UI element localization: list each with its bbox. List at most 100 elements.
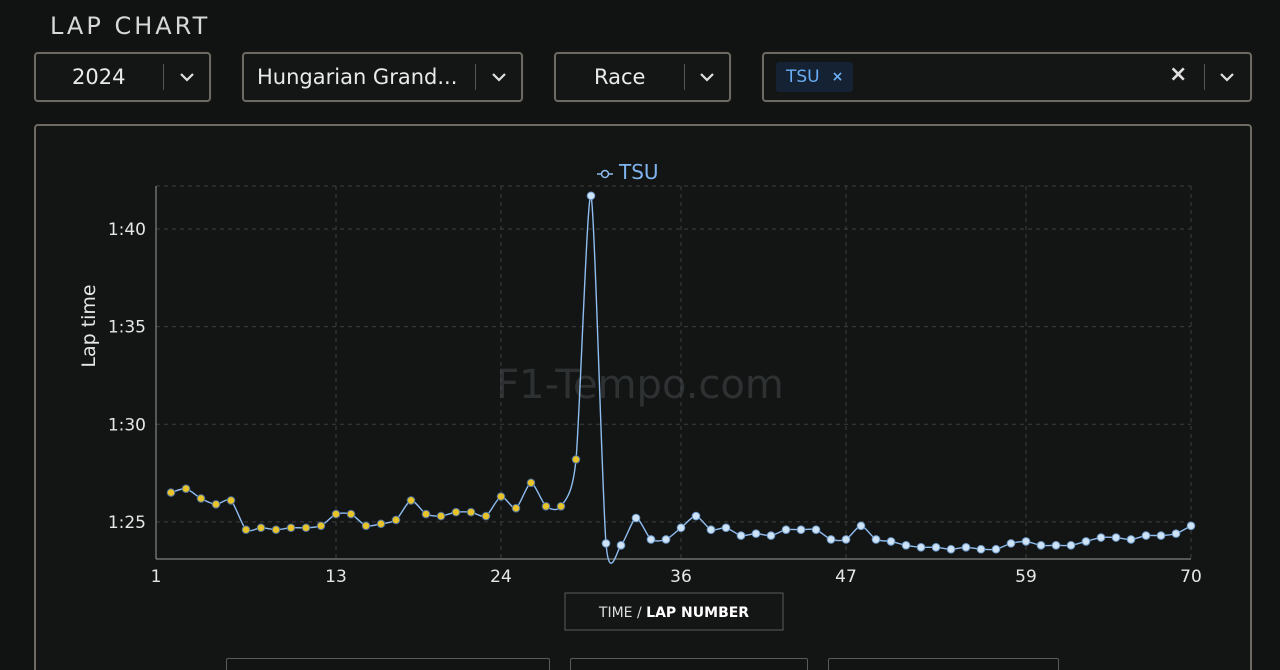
data-point[interactable] xyxy=(376,519,386,529)
data-point[interactable] xyxy=(886,537,896,546)
y-tick-label: 1:25 xyxy=(108,513,146,533)
data-point[interactable] xyxy=(1081,537,1091,546)
data-point[interactable] xyxy=(586,191,596,201)
data-point[interactable] xyxy=(811,525,821,535)
data-point[interactable] xyxy=(256,523,266,533)
driver-multiselect[interactable]: TSU × × xyxy=(762,52,1252,102)
data-point[interactable] xyxy=(436,511,446,521)
data-point[interactable] xyxy=(1006,539,1016,548)
session-select[interactable]: Race xyxy=(554,52,731,102)
x-tick-label: 24 xyxy=(490,567,512,587)
data-point[interactable] xyxy=(1051,541,1061,550)
data-point[interactable] xyxy=(1171,529,1181,538)
chevron-down-icon[interactable] xyxy=(1217,67,1237,87)
data-point[interactable] xyxy=(931,542,941,552)
data-point[interactable] xyxy=(1111,533,1121,542)
data-point[interactable] xyxy=(226,496,236,505)
data-point[interactable] xyxy=(1021,537,1031,546)
bottom-control-3[interactable] xyxy=(828,658,1059,670)
data-point[interactable] xyxy=(1066,541,1076,550)
data-point[interactable] xyxy=(826,535,836,544)
data-point[interactable] xyxy=(856,521,866,531)
data-point[interactable] xyxy=(781,525,791,535)
data-point[interactable] xyxy=(1141,531,1151,540)
data-point[interactable] xyxy=(721,523,731,533)
data-point[interactable] xyxy=(946,544,956,554)
bottom-control-1[interactable] xyxy=(226,658,550,670)
clear-selection-icon[interactable]: × xyxy=(1169,62,1188,87)
legend-marker xyxy=(600,169,610,179)
data-point[interactable] xyxy=(496,492,506,501)
year-select[interactable]: 2024 xyxy=(34,52,211,102)
data-point[interactable] xyxy=(271,525,281,535)
year-select-value: 2024 xyxy=(72,65,126,89)
data-point[interactable] xyxy=(346,509,356,519)
driver-chip-tsu: TSU × xyxy=(776,62,854,92)
data-point[interactable] xyxy=(841,535,851,544)
data-point[interactable] xyxy=(316,521,326,531)
event-select-separator xyxy=(475,64,476,90)
data-point[interactable] xyxy=(541,501,551,511)
data-point[interactable] xyxy=(766,531,776,540)
data-point[interactable] xyxy=(1186,521,1196,531)
data-point[interactable] xyxy=(676,523,686,533)
axis-toggle-button[interactable]: TIME / LAP NUMBER xyxy=(564,592,784,631)
data-point[interactable] xyxy=(286,523,296,533)
driver-select-separator xyxy=(1204,64,1205,90)
chart-panel xyxy=(34,124,1252,670)
data-point[interactable] xyxy=(241,525,251,535)
data-point[interactable] xyxy=(466,507,476,517)
data-point[interactable] xyxy=(181,484,191,493)
data-point[interactable] xyxy=(601,539,611,548)
data-point[interactable] xyxy=(361,521,371,531)
data-point[interactable] xyxy=(481,511,491,521)
data-point[interactable] xyxy=(1096,533,1106,542)
x-tick-label: 59 xyxy=(1015,567,1037,587)
x-tick-label: 36 xyxy=(670,567,692,587)
data-point[interactable] xyxy=(916,542,926,552)
data-point[interactable] xyxy=(616,541,626,550)
data-point[interactable] xyxy=(661,535,671,544)
data-point[interactable] xyxy=(556,501,566,511)
data-point[interactable] xyxy=(1126,535,1136,544)
data-point[interactable] xyxy=(646,535,656,544)
data-point[interactable] xyxy=(211,500,221,509)
watermark: F1-Tempo.com xyxy=(496,362,784,408)
chart-ticks: 1 13 24 36 47 59 70 1:25 1:30 1:35 1:40 xyxy=(108,220,1202,587)
data-point[interactable] xyxy=(421,509,431,519)
data-point[interactable] xyxy=(976,544,986,554)
data-point[interactable] xyxy=(1036,541,1046,550)
data-point[interactable] xyxy=(391,515,401,525)
data-point[interactable] xyxy=(1156,531,1166,540)
data-point[interactable] xyxy=(631,513,641,523)
data-point[interactable] xyxy=(751,529,761,538)
axis-toggle-box xyxy=(564,592,784,631)
data-point[interactable] xyxy=(691,511,701,521)
chevron-down-icon[interactable] xyxy=(177,67,197,87)
data-point[interactable] xyxy=(961,542,971,552)
chevron-down-icon[interactable] xyxy=(489,67,509,87)
data-point[interactable] xyxy=(901,541,911,550)
data-point[interactable] xyxy=(706,525,716,535)
data-point[interactable] xyxy=(166,488,176,497)
data-point[interactable] xyxy=(331,509,341,519)
chevron-down-icon[interactable] xyxy=(697,67,717,87)
data-point[interactable] xyxy=(796,525,806,535)
data-point[interactable] xyxy=(526,478,536,488)
bottom-control-2[interactable] xyxy=(570,658,808,670)
x-tick-label: 70 xyxy=(1180,567,1202,587)
data-point[interactable] xyxy=(196,494,206,503)
chart-legend[interactable]: TSU xyxy=(597,160,659,184)
data-point[interactable] xyxy=(571,455,581,464)
data-point[interactable] xyxy=(451,507,461,517)
data-point[interactable] xyxy=(511,503,521,513)
data-point[interactable] xyxy=(991,544,1001,554)
data-point[interactable] xyxy=(301,523,311,533)
data-point[interactable] xyxy=(871,535,881,544)
event-select[interactable]: Hungarian Grand... xyxy=(242,52,523,102)
data-point[interactable] xyxy=(406,496,416,505)
data-point[interactable] xyxy=(736,531,746,540)
chart-axes xyxy=(155,186,1191,560)
remove-chip-icon[interactable]: × xyxy=(831,69,844,85)
